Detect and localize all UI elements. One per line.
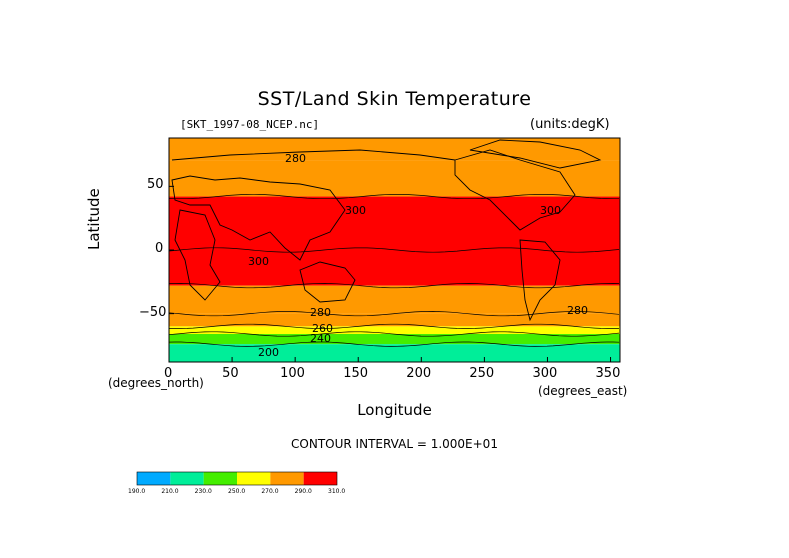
contour-interval-note: CONTOUR INTERVAL = 1.000E+01 (291, 437, 498, 451)
coastline-5 (469, 139, 602, 169)
contour-label-4: 280 (310, 306, 331, 319)
x-tick-label: 300 (532, 366, 558, 381)
x-tick-label: 250 (469, 366, 495, 381)
contour-line-3 (168, 311, 620, 317)
contour-label-2: 300 (540, 204, 561, 217)
colorbar-swatch-3 (237, 472, 271, 485)
colorbar-swatch-5 (303, 472, 337, 485)
temperature-band-0 (169, 138, 620, 161)
coastline-2 (299, 261, 356, 303)
colorbar-frame (136, 471, 338, 486)
chart-title: SST/Land Skin Temperature (257, 88, 532, 110)
contour-line-0 (168, 193, 619, 200)
dataset-filename: [SKT_1997-08_NCEP.nc] (180, 118, 320, 131)
coastline-3 (454, 149, 576, 231)
x-axis-label: Longitude (357, 401, 432, 419)
colorbar-level-label: 270.0 (261, 488, 278, 495)
x-tick-label: 350 (595, 366, 621, 381)
colorbar-swatch-4 (270, 472, 304, 485)
y-tick-label: 0 (155, 241, 164, 256)
x-units-left: (degrees_north) (108, 376, 204, 390)
temperature-band-7 (169, 344, 620, 362)
coastline-4 (519, 239, 561, 322)
contour-line-5 (168, 331, 620, 337)
colorbar-swatch-0 (137, 472, 171, 485)
contour-line-6 (168, 341, 620, 347)
contour-label-6: 260 (312, 322, 333, 335)
x-tick-label: 0 (164, 366, 173, 381)
colorbar-level-label: 210.0 (161, 488, 178, 495)
contour-label-1: 300 (345, 204, 366, 217)
colorbar-level-label: 250.0 (228, 488, 245, 495)
temperature-band-3 (169, 285, 620, 314)
y-tick-label: −50 (139, 304, 167, 320)
contour-label-5: 280 (567, 304, 588, 317)
contour-label-8: 200 (258, 346, 279, 359)
contour-label-3: 300 (248, 255, 269, 268)
temperature-band-6 (169, 334, 620, 345)
colorbar-level-label: 230.0 (195, 488, 212, 495)
contour-lines (168, 193, 620, 347)
contour-label-0: 280 (285, 152, 306, 165)
x-tick-label: 200 (406, 366, 432, 381)
contour-label-7: 240 (310, 332, 331, 345)
coastline-6 (171, 149, 456, 161)
x-tick-label: 150 (343, 366, 369, 381)
coastline-0 (171, 175, 346, 261)
contour-line-1 (168, 247, 620, 253)
units-label: (units:degK) (530, 117, 610, 132)
colorbar-swatch-1 (170, 472, 204, 485)
colorbar-level-label: 310.0 (328, 488, 345, 495)
colorbar: 190.0 210.0 230.0 250.0 270.0 290.0 310.0 (128, 471, 345, 495)
y-tick-label: 50 (147, 177, 164, 193)
x-tick-label: 100 (280, 366, 305, 381)
contour-line-2 (168, 283, 620, 289)
colorbar-swatch-2 (203, 472, 237, 485)
x-units-right: (degrees_east) (538, 384, 628, 398)
temperature-band-5 (169, 326, 620, 334)
temperature-band-2 (169, 196, 620, 286)
colorbar-level-label: 290.0 (295, 488, 312, 495)
contour-line-4 (168, 323, 620, 329)
temperature-band-4 (169, 313, 620, 327)
x-tick-label: 50 (222, 366, 239, 381)
colorbar-level-label: 190.0 (128, 488, 145, 495)
